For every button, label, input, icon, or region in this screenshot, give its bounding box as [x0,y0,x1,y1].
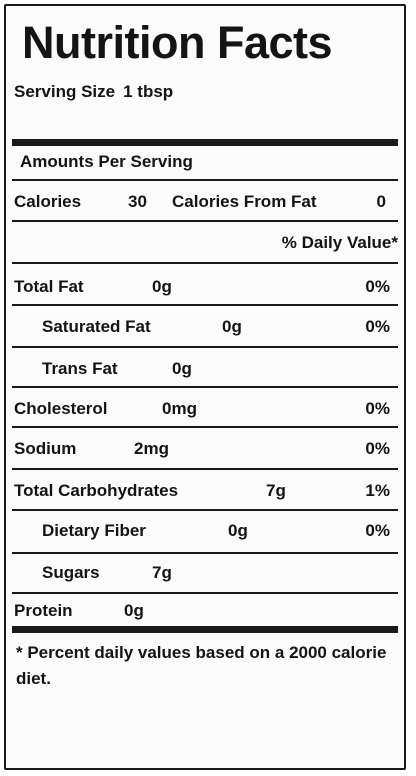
nutrient-amount: 0g [124,601,144,620]
nutrient-row-protein: Protein 0g [14,598,398,624]
serving-size: Serving Size 1 tbsp [14,82,173,102]
serving-size-label: Serving Size [14,82,116,101]
nutrient-amount: 7g [152,563,172,582]
divider [12,304,398,306]
nutrient-amount: 0mg [162,399,197,418]
nutrient-row-sugars: Sugars 7g [14,560,398,586]
nutrient-daily-value: 1% [365,481,390,500]
footnote: * Percent daily values based on a 2000 c… [16,643,387,688]
nutrient-amount: 7g [266,481,286,500]
divider [12,179,398,181]
divider [12,220,398,222]
nutrient-amount: 0g [172,359,192,378]
divider [12,386,398,388]
nutrient-row-trans-fat: Trans Fat 0g [14,356,398,382]
divider [12,262,398,264]
calories-row: Calories 30 Calories From Fat 0 [14,189,398,215]
nutrient-amount: 0g [152,277,172,296]
nutrient-name: Trans Fat [42,359,118,378]
nutrient-name: Dietary Fiber [42,521,146,540]
nutrient-name: Total Carbohydrates [14,481,179,500]
label-title: Nutrition Facts [22,17,333,68]
divider [12,592,398,594]
serving-size-value: 1 tbsp [123,82,174,101]
divider [12,509,398,511]
divider [12,552,398,554]
calories-label: Calories [14,192,82,211]
nutrient-row-cholesterol: Cholesterol 0mg 0% [14,396,398,422]
nutrient-name: Total Fat [14,277,84,296]
amounts-per-serving-row: Amounts Per Serving [14,149,398,175]
daily-value-header: % Daily Value* [281,233,398,252]
nutrient-name: Saturated Fat [42,317,151,336]
nutrient-row-saturated-fat: Saturated Fat 0g 0% [14,314,398,340]
nutrient-daily-value: 0% [365,439,390,458]
nutrient-name: Sodium [14,439,77,458]
calories-from-fat-label: Calories From Fat [172,192,317,211]
nutrient-name: Protein [14,601,73,620]
nutrient-daily-value: 0% [365,521,390,540]
nutrient-amount: 0g [228,521,248,540]
divider [12,426,398,428]
thick-divider [12,139,398,146]
nutrient-daily-value: 0% [365,399,390,418]
nutrient-amount: 2mg [134,439,169,458]
nutrient-row-dietary-fiber: Dietary Fiber 0g 0% [14,518,398,544]
nutrient-row-total-carbohydrates: Total Carbohydrates 7g 1% [14,478,398,504]
divider [12,468,398,470]
daily-value-header-row: % Daily Value* [14,230,398,256]
nutrient-row-sodium: Sodium 2mg 0% [14,436,398,462]
nutrient-name: Sugars [42,563,100,582]
nutrient-daily-value: 0% [365,277,390,296]
nutrition-facts-label: Nutrition Facts Serving Size 1 tbsp Amoun… [4,4,406,770]
divider [12,346,398,348]
nutrient-row-total-fat: Total Fat 0g 0% [14,274,398,300]
nutrient-name: Cholesterol [14,399,108,418]
nutrient-daily-value: 0% [365,317,390,336]
amounts-per-serving-label: Amounts Per Serving [20,152,193,171]
thick-divider [12,626,398,633]
nutrient-amount: 0g [222,317,242,336]
calories-value: 30 [128,192,147,211]
calories-from-fat-value: 0 [376,192,386,211]
